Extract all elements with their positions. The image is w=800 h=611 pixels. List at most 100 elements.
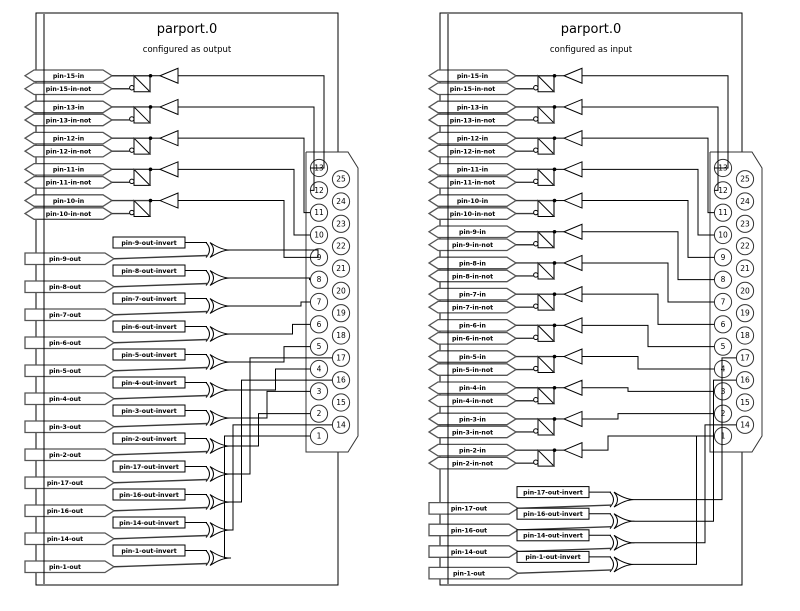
left-connector-pin-18[interactable] xyxy=(331,326,351,345)
left-connector-pin-21-number: 21 xyxy=(336,264,346,273)
left-xor-7-xor-arc xyxy=(205,298,210,314)
right-out-plate-14-label: pin-14-out xyxy=(451,549,487,556)
right-in-plate-15-label: pin-15-in xyxy=(457,73,488,80)
right-out-invert-14-label: pin-14-out-invert xyxy=(523,533,583,540)
right-connector-pin-11-number: 11 xyxy=(718,208,728,217)
wire xyxy=(635,424,737,544)
right-connector-pin-19[interactable] xyxy=(735,304,755,323)
right-in-plate-10 xyxy=(427,194,518,207)
right-connector-pin-24[interactable] xyxy=(735,192,755,211)
wire xyxy=(224,435,311,559)
left-connector-pin-23[interactable] xyxy=(331,214,351,233)
left-in-plate-13 xyxy=(23,100,114,114)
right-connector-pin-16-number: 16 xyxy=(740,376,750,385)
left-out-invert-8-label: pin-8-out-invert xyxy=(121,268,176,275)
wire xyxy=(635,357,737,501)
left-xor-2 xyxy=(209,438,232,454)
left-connector-pin-15[interactable] xyxy=(331,393,351,412)
right-xor-17-xor-arc xyxy=(609,491,614,508)
right-in-plate-6-label: pin-6-in xyxy=(459,323,486,330)
right-connector-pin-18[interactable] xyxy=(735,326,755,345)
right-out-plate-14 xyxy=(428,545,520,558)
left-connector-pin-19-number: 19 xyxy=(336,309,346,318)
right-in-not-plate-12-label: pin-12-in-not xyxy=(450,148,495,155)
left-out-plate-17-label: pin-17-out xyxy=(47,480,83,487)
right-inverter-3-bubble xyxy=(533,428,539,434)
left-in-plate-10 xyxy=(23,194,114,207)
left-xor-9-xor-arc xyxy=(205,242,210,258)
left-in-not-plate-15 xyxy=(23,82,114,96)
right-connector-pin-1-number: 1 xyxy=(721,432,726,441)
left-connector-pin-18-number: 18 xyxy=(336,331,346,340)
right-inverter-13-bubble xyxy=(533,116,539,122)
right-in-plate-3-label: pin-3-in xyxy=(459,416,486,423)
wire xyxy=(113,506,209,512)
wire xyxy=(113,562,209,568)
left-out-plate-9-label: pin-9-out xyxy=(49,256,81,263)
left-inverter-11-bubble xyxy=(129,178,135,185)
left-connector-pin-24[interactable] xyxy=(331,192,351,211)
left-connector-pin-16-number: 16 xyxy=(336,376,346,385)
right-connector-pin-25-number: 25 xyxy=(740,175,750,184)
left-connector-pin-25[interactable] xyxy=(331,170,351,189)
left-out-plate-14 xyxy=(24,532,116,546)
left-connector-pin-19[interactable] xyxy=(331,304,351,323)
left-xor-1-xor-arc xyxy=(205,550,210,566)
wire xyxy=(231,277,311,281)
wire xyxy=(113,534,209,540)
right-connector-pin-21-number: 21 xyxy=(740,264,750,273)
right-inverter-15-bubble xyxy=(533,85,539,91)
left-connector-pin-22[interactable] xyxy=(331,237,351,256)
left-in-not-plate-13 xyxy=(23,113,114,127)
wire xyxy=(231,357,333,475)
left-connector-pin-8-number: 8 xyxy=(317,275,322,284)
wire xyxy=(178,106,315,191)
wire xyxy=(178,168,311,236)
left-panel-subtitle: configured as output xyxy=(143,45,232,55)
right-in-plate-5 xyxy=(427,350,518,363)
right-inverter-10 xyxy=(537,199,556,218)
right-in-plate-9 xyxy=(427,225,518,239)
wire xyxy=(231,379,333,503)
left-in-plate-12 xyxy=(23,131,114,145)
right-xor-16 xyxy=(613,513,636,530)
left-out-plate-5 xyxy=(24,364,116,378)
wire xyxy=(113,394,209,400)
right-connector-pin-15[interactable] xyxy=(735,393,755,412)
right-connector-pin-20[interactable] xyxy=(735,281,755,300)
left-connector-pin-20[interactable] xyxy=(331,281,351,300)
left-panel-title: parport.0 xyxy=(157,22,218,37)
left-out-invert-1-label: pin-1-out-invert xyxy=(121,548,176,555)
right-connector-pin-23[interactable] xyxy=(735,214,755,233)
right-in-plate-7 xyxy=(427,287,518,301)
wire xyxy=(582,324,715,348)
left-out-plate-3 xyxy=(24,420,116,434)
right-inverter-7 xyxy=(537,292,556,311)
right-in-plate-7-label: pin-7-in xyxy=(459,291,486,298)
left-xor-16-xor-arc xyxy=(205,494,210,510)
right-xor-1-xor-arc xyxy=(609,556,614,573)
left-out-plate-2 xyxy=(24,448,116,462)
right-in-plate-8 xyxy=(427,256,518,270)
wire xyxy=(231,346,311,363)
left-out-invert-7-label: pin-7-out-invert xyxy=(121,296,176,303)
right-connector-pin-25[interactable] xyxy=(735,170,755,189)
right-connector-pin-22[interactable] xyxy=(735,237,755,256)
left-connector-pin-21[interactable] xyxy=(331,259,351,278)
right-inverter-8 xyxy=(537,261,556,280)
right-out-plate-16-label: pin-16-out xyxy=(451,527,487,534)
left-xor-14 xyxy=(209,522,232,538)
left-connector-pin-23-number: 23 xyxy=(336,219,346,228)
wire xyxy=(231,368,311,391)
right-out-plate-1-label: pin-1-out xyxy=(453,570,485,577)
wire xyxy=(582,435,715,451)
left-xor-5 xyxy=(209,354,232,370)
right-connector-pin-21[interactable] xyxy=(735,259,755,278)
left-out-plate-5-label: pin-5-out xyxy=(49,368,81,375)
left-out-plate-2-label: pin-2-out xyxy=(49,452,81,459)
left-out-plate-7-label: pin-7-out xyxy=(49,312,81,319)
wire xyxy=(582,293,715,325)
right-inverter-3 xyxy=(537,417,556,436)
right-panel-title: parport.0 xyxy=(561,22,622,37)
left-out-plate-8-label: pin-8-out xyxy=(49,284,81,291)
